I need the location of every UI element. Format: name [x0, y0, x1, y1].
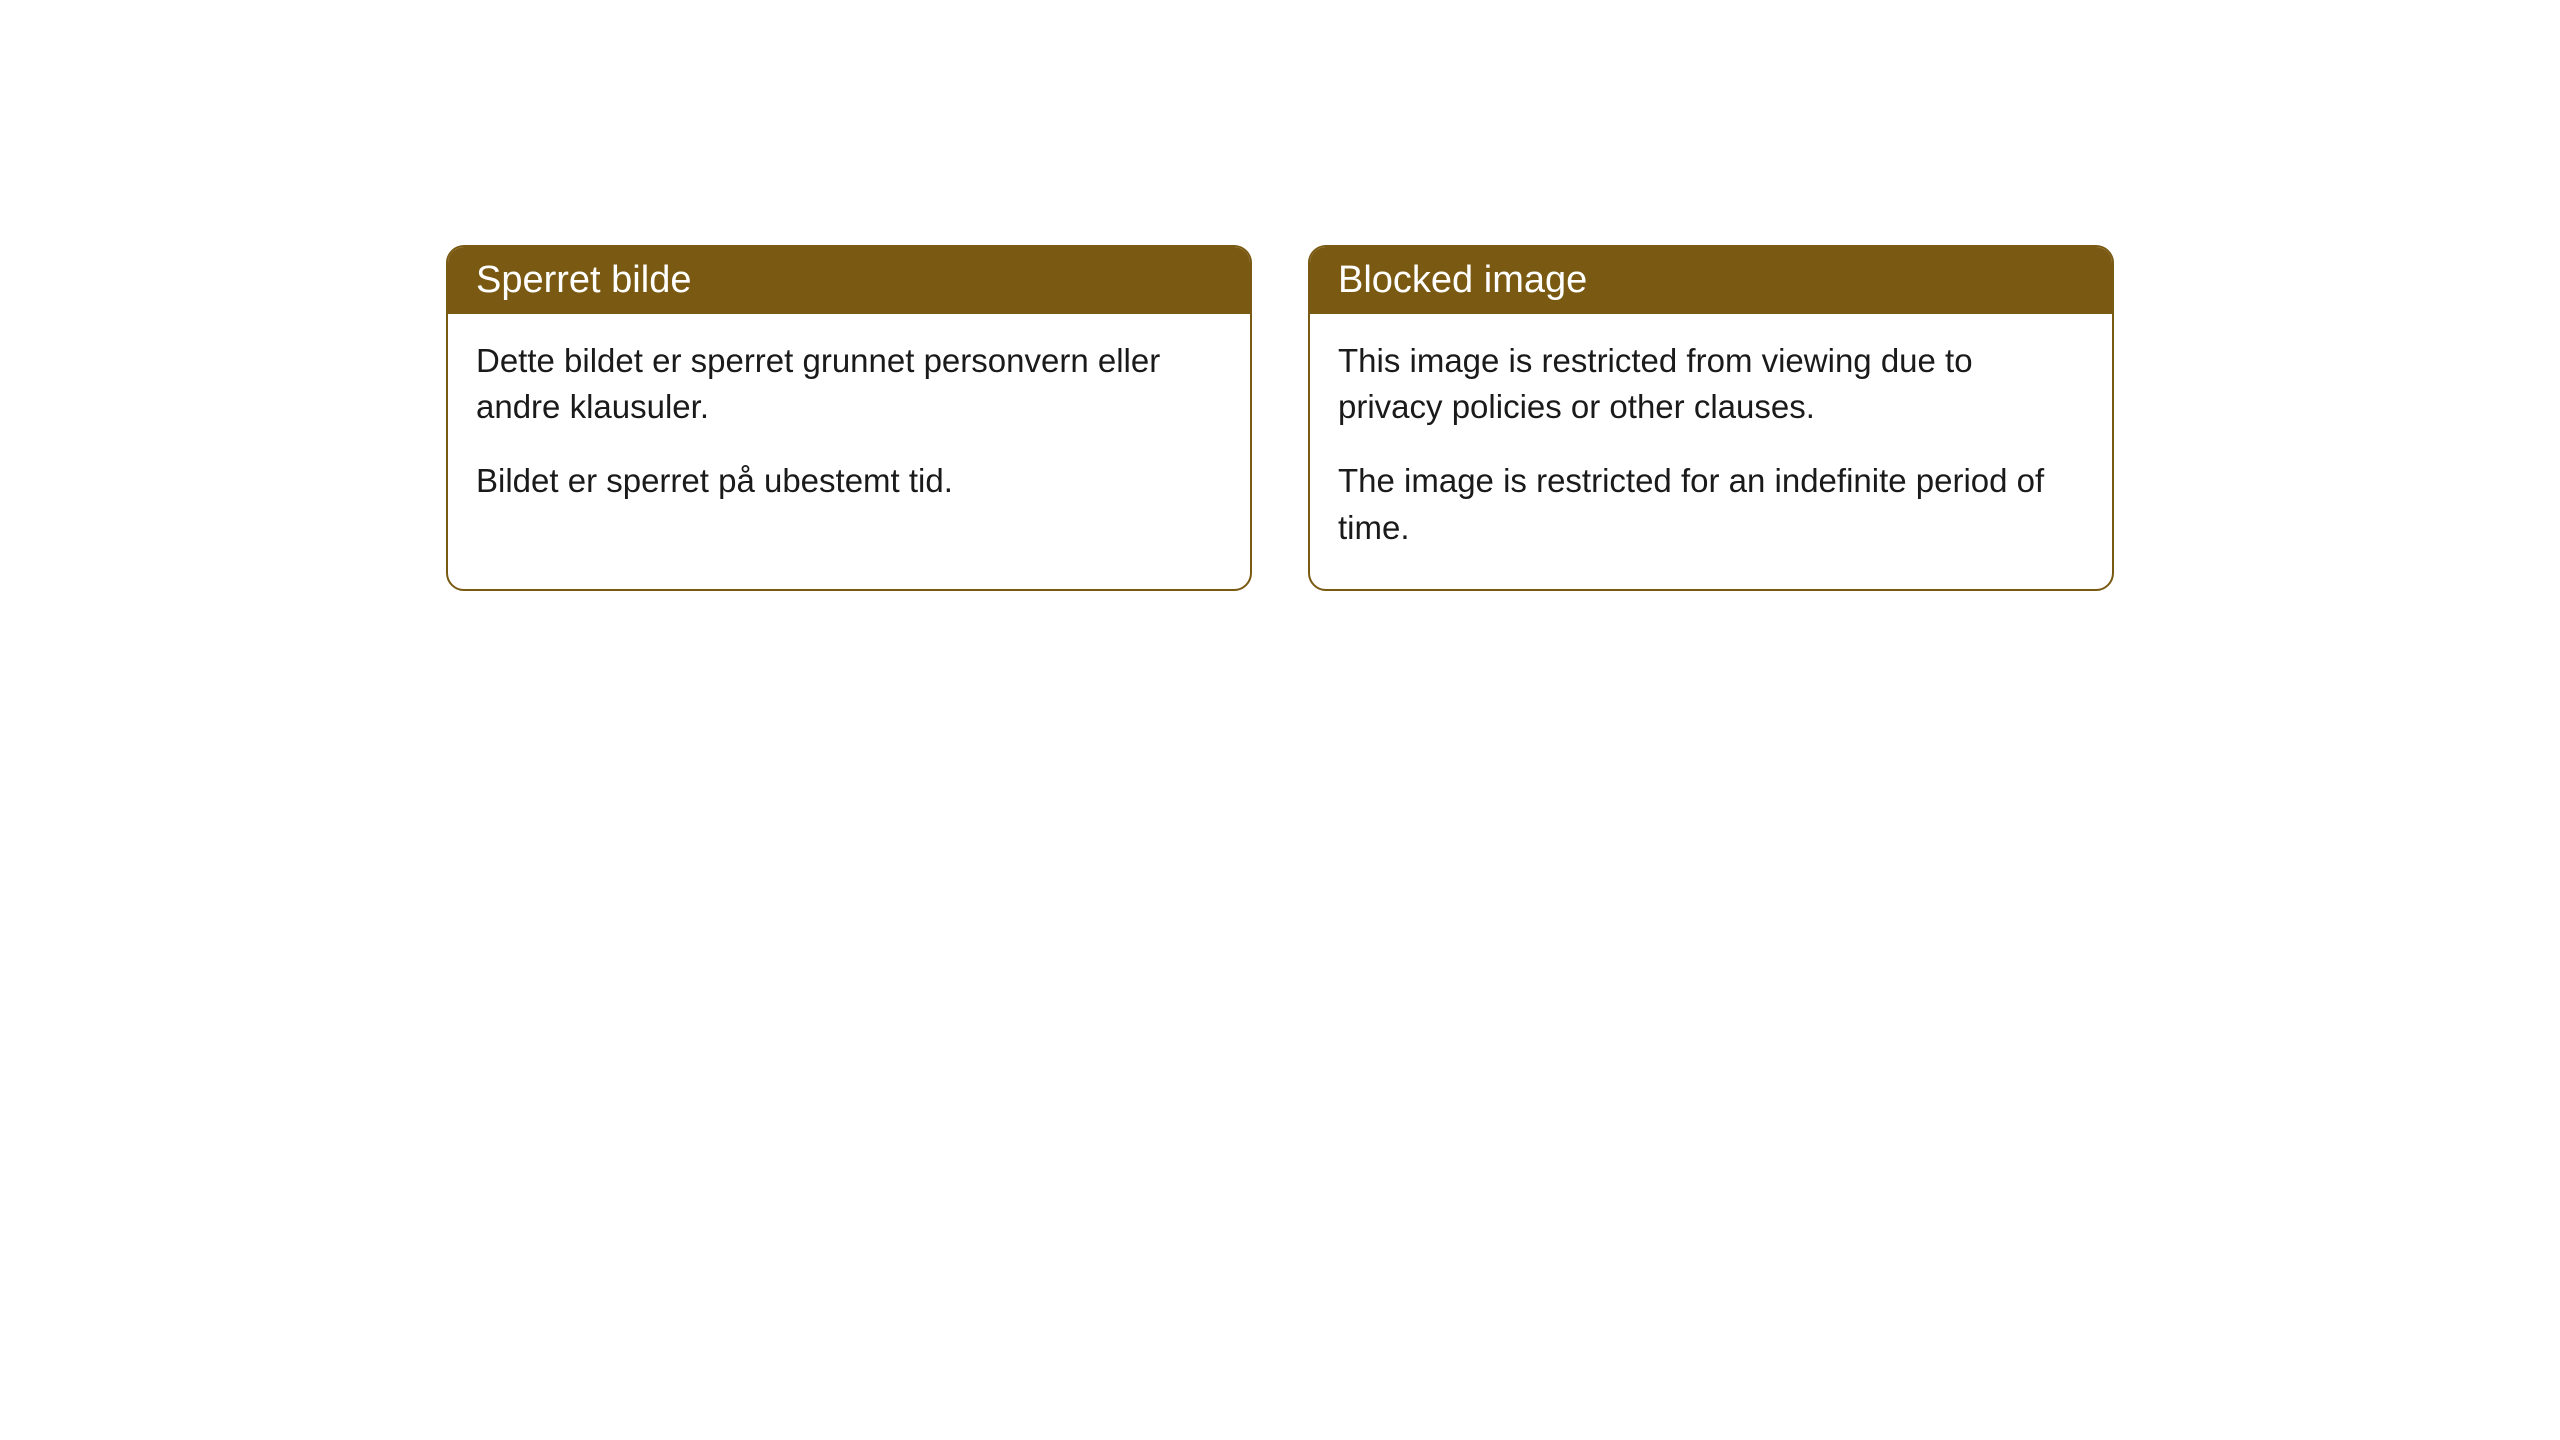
card-header-english: Blocked image — [1310, 247, 2112, 314]
card-header-norwegian: Sperret bilde — [448, 247, 1250, 314]
card-title-english: Blocked image — [1338, 259, 1587, 301]
notice-card-norwegian: Sperret bilde Dette bildet er sperret gr… — [446, 245, 1252, 591]
card-body-norwegian: Dette bildet er sperret grunnet personve… — [448, 314, 1250, 543]
card-para2-english: The image is restricted for an indefinit… — [1338, 458, 2084, 550]
card-para1-norwegian: Dette bildet er sperret grunnet personve… — [476, 338, 1222, 430]
card-body-english: This image is restricted from viewing du… — [1310, 314, 2112, 589]
card-title-norwegian: Sperret bilde — [476, 259, 691, 301]
notice-card-english: Blocked image This image is restricted f… — [1308, 245, 2114, 591]
card-para2-norwegian: Bildet er sperret på ubestemt tid. — [476, 458, 1222, 504]
notice-container: Sperret bilde Dette bildet er sperret gr… — [446, 245, 2114, 591]
card-para1-english: This image is restricted from viewing du… — [1338, 338, 2084, 430]
